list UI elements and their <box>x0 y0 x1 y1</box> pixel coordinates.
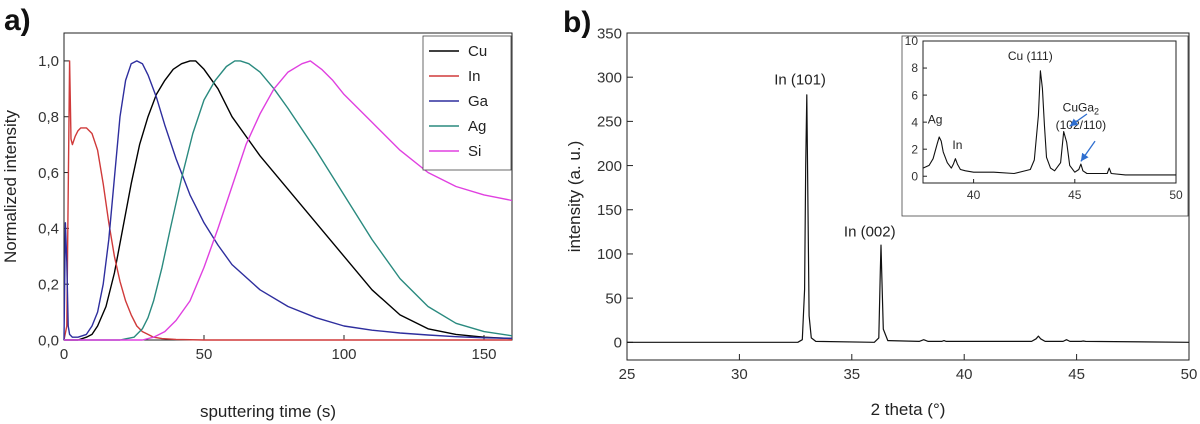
legend-label-ga: Ga <box>468 93 489 110</box>
inset-y-tick-label: 4 <box>911 115 918 129</box>
a-y-tick-label: 0,4 <box>38 221 59 238</box>
b-x-tick-label: 50 <box>1181 366 1198 383</box>
series-line-si <box>64 60 513 341</box>
a-x-tick-label: 0 <box>60 346 68 363</box>
b-y-axis-label: intensity (a. u.) <box>565 141 584 253</box>
b-x-tick-label: 30 <box>731 366 748 383</box>
arrow-to-peak-45-3 <box>1080 140 1096 162</box>
a-y-tick-label: 0,0 <box>38 332 59 349</box>
a-y-tick-label: 0,2 <box>38 276 59 293</box>
a-x-tick-label: 100 <box>331 346 356 363</box>
inset-y-tick-label: 10 <box>905 34 919 48</box>
inset-peak-label: CuGa2 <box>1063 100 1099 116</box>
b-x-tick-label: 35 <box>843 366 860 383</box>
inset-peak-label: (102/110) <box>1056 118 1106 132</box>
inset-x-tick-label: 40 <box>967 188 981 202</box>
peak-label: In (002) <box>844 223 896 240</box>
inset-y-tick-label: 8 <box>911 61 918 75</box>
a-y-tick-label: 0,8 <box>38 109 59 126</box>
b-y-tick-label: 200 <box>597 158 622 175</box>
inset-y-tick-label: 6 <box>911 88 918 102</box>
inset-y-tick-label: 0 <box>911 169 918 183</box>
b-y-tick-label: 350 <box>597 25 622 42</box>
chart-a-depth-profile: 0 50 100 150 0,0 0,2 0,4 0,6 0,8 1,0 sputtering ti… <box>1 32 513 421</box>
series-line-ag <box>64 60 513 341</box>
b-y-tick-label: 0 <box>614 335 622 352</box>
panel-a-label: a) <box>4 4 31 37</box>
b-y-tick-label: 300 <box>597 69 622 86</box>
arrow-to-peak-44-5 <box>1069 113 1088 127</box>
b-x-tick-label: 40 <box>956 366 973 383</box>
b-x-axis-label: 2 theta (°) <box>871 400 946 419</box>
inset-peak-label-text: CuGa <box>1063 100 1095 114</box>
b-y-tick-label: 50 <box>605 290 622 307</box>
peak-label: In (101) <box>774 71 826 88</box>
inset-plot-frame <box>922 40 1177 184</box>
inset-pattern-line <box>922 70 1176 176</box>
a-y-tick-label: 1,0 <box>38 53 59 70</box>
inset-peak-label-text: Ag <box>928 112 943 126</box>
inset-x-tick-label: 50 <box>1169 188 1183 202</box>
a-x-axis-label: sputtering time (s) <box>200 402 336 421</box>
b-y-tick-label: 250 <box>597 114 622 131</box>
series-line-cu <box>64 60 513 341</box>
inset-peak-label-text: In <box>952 138 962 152</box>
a-x-tick-label: 50 <box>196 346 213 363</box>
a-x-tick-label: 150 <box>471 346 496 363</box>
legend-label-cu: Cu <box>468 43 487 60</box>
a-y-tick-label: 0,6 <box>38 165 59 182</box>
inset-peak-label: In <box>952 138 962 152</box>
series-line-ga <box>63 60 513 341</box>
panel-b-label: b) <box>563 6 591 39</box>
a-y-axis-label: Normalized intensity <box>1 109 20 263</box>
b-y-tick-label: 100 <box>597 246 622 263</box>
legend-label-si: Si <box>468 143 481 160</box>
inset-peak-label-text: Cu (111) <box>1008 49 1053 63</box>
legend-label-in: In <box>468 68 481 85</box>
inset-peak-label: Cu (111) <box>1008 49 1053 63</box>
a-legend-box <box>422 35 512 171</box>
inset-peak-label-subscript: 2 <box>1094 106 1099 116</box>
inset-y-tick-label: 2 <box>911 142 918 156</box>
inset-peak-label-text: (102/110) <box>1056 118 1106 132</box>
b-x-tick-label: 25 <box>619 366 636 383</box>
legend-label-ag: Ag <box>468 118 486 135</box>
inset-peak-label: Ag <box>928 112 943 126</box>
xrd-pattern-line <box>627 94 1190 343</box>
b-y-tick-label: 150 <box>597 202 622 219</box>
inset-x-tick-label: 45 <box>1068 188 1082 202</box>
b-x-tick-label: 45 <box>1068 366 1085 383</box>
b-plot-frame <box>626 32 1190 361</box>
